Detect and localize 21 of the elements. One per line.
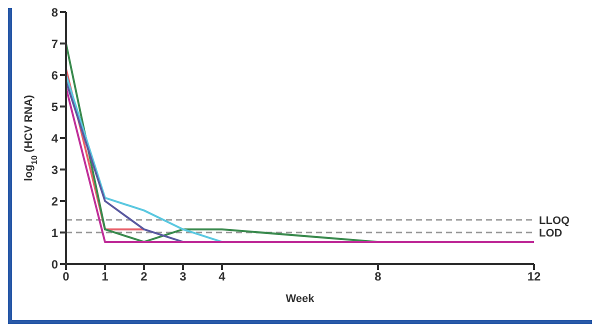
x-tick-label: 2 [140,270,148,284]
y-tick-label: 2 [51,194,58,208]
line-series [66,80,184,243]
y-tick-label: 6 [51,68,58,82]
ref-line-label: LLOQ [539,214,570,227]
x-tick-label: 12 [527,270,541,284]
ref-line-label: LOD [539,227,562,240]
line-series [66,74,223,243]
y-tick-label: 4 [51,131,58,146]
y-tick-label: 1 [51,226,58,240]
y-tick-label: 0 [51,257,58,272]
x-axis-title: Week [286,293,316,305]
x-tick-label: 4 [218,270,226,284]
x-tick-label: 3 [180,270,187,284]
x-tick-label: 0 [62,270,70,284]
x-tick-label: 1 [102,270,109,284]
y-tick-label: 8 [51,5,58,20]
y-tick-label: 7 [51,36,58,51]
y-tick-label: 3 [51,162,58,177]
x-tick-label: 8 [374,270,382,284]
y-tick-label: 5 [51,100,58,114]
